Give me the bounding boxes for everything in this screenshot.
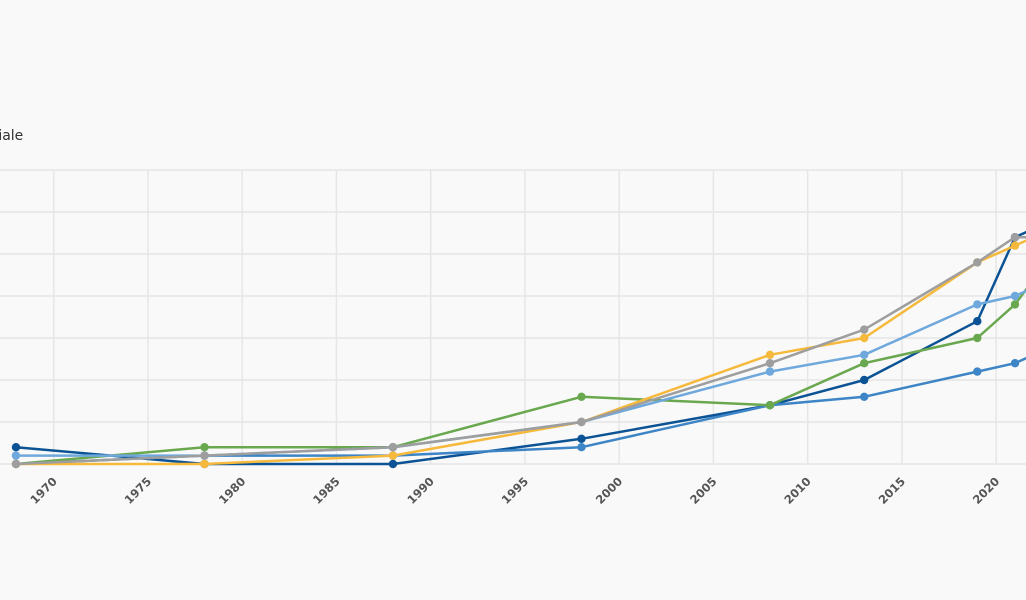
data-point[interactable] (860, 359, 869, 368)
data-point[interactable] (860, 392, 869, 401)
grid (0, 169, 1026, 465)
data-point[interactable] (973, 300, 982, 309)
x-tick-label: 1980 (216, 474, 249, 507)
x-tick-label: 2000 (593, 474, 626, 507)
x-tick-label: 1970 (27, 474, 60, 507)
data-point[interactable] (860, 350, 869, 359)
series-line (14, 230, 1026, 466)
data-point[interactable] (577, 443, 586, 452)
data-point[interactable] (860, 333, 869, 343)
data-point[interactable] (973, 333, 982, 343)
x-axis-ticks: 1970 1975 1980 1985 1990 1995 2000 2005 2010 2015… (27, 474, 1002, 507)
data-point[interactable] (200, 459, 209, 469)
x-tick-label: 1985 (310, 474, 343, 507)
x-tick-label: 2020 (970, 474, 1003, 507)
data-point[interactable] (577, 434, 586, 443)
x-tick-label: 2010 (781, 474, 814, 507)
heading-fragment-bottom: ondiale (0, 128, 24, 144)
x-tick-label: 1995 (499, 474, 532, 507)
x-tick-label: 2015 (876, 474, 909, 507)
data-point[interactable] (765, 359, 775, 368)
data-point[interactable] (1010, 291, 1020, 301)
data-point[interactable] (860, 375, 869, 385)
data-point[interactable] (765, 401, 775, 410)
data-point[interactable] (388, 443, 398, 452)
x-tick-label: 2005 (687, 474, 720, 507)
data-point[interactable] (11, 451, 21, 460)
x-tick-label: 1975 (122, 474, 155, 507)
series-line (14, 287, 1026, 466)
data-point[interactable] (1010, 233, 1020, 242)
data-point[interactable] (388, 451, 398, 460)
data-point[interactable] (11, 459, 21, 469)
series-4 (11, 239, 1026, 469)
x-tick-label: 1990 (404, 474, 437, 507)
data-point[interactable] (11, 443, 21, 452)
data-point[interactable] (1010, 359, 1020, 368)
data-point[interactable] (973, 367, 982, 376)
data-point[interactable] (973, 258, 982, 267)
data-point[interactable] (860, 325, 869, 334)
data-point[interactable] (200, 443, 209, 452)
series-group (11, 230, 1026, 469)
data-point[interactable] (577, 417, 586, 427)
data-point[interactable] (388, 459, 398, 469)
data-point[interactable] (973, 317, 982, 326)
data-point[interactable] (1010, 300, 1020, 309)
data-point[interactable] (1010, 241, 1020, 250)
data-point[interactable] (577, 392, 586, 401)
series-6 (11, 233, 1026, 469)
data-point[interactable] (765, 367, 775, 376)
data-point[interactable] (200, 451, 209, 460)
data-point[interactable] (765, 350, 775, 359)
